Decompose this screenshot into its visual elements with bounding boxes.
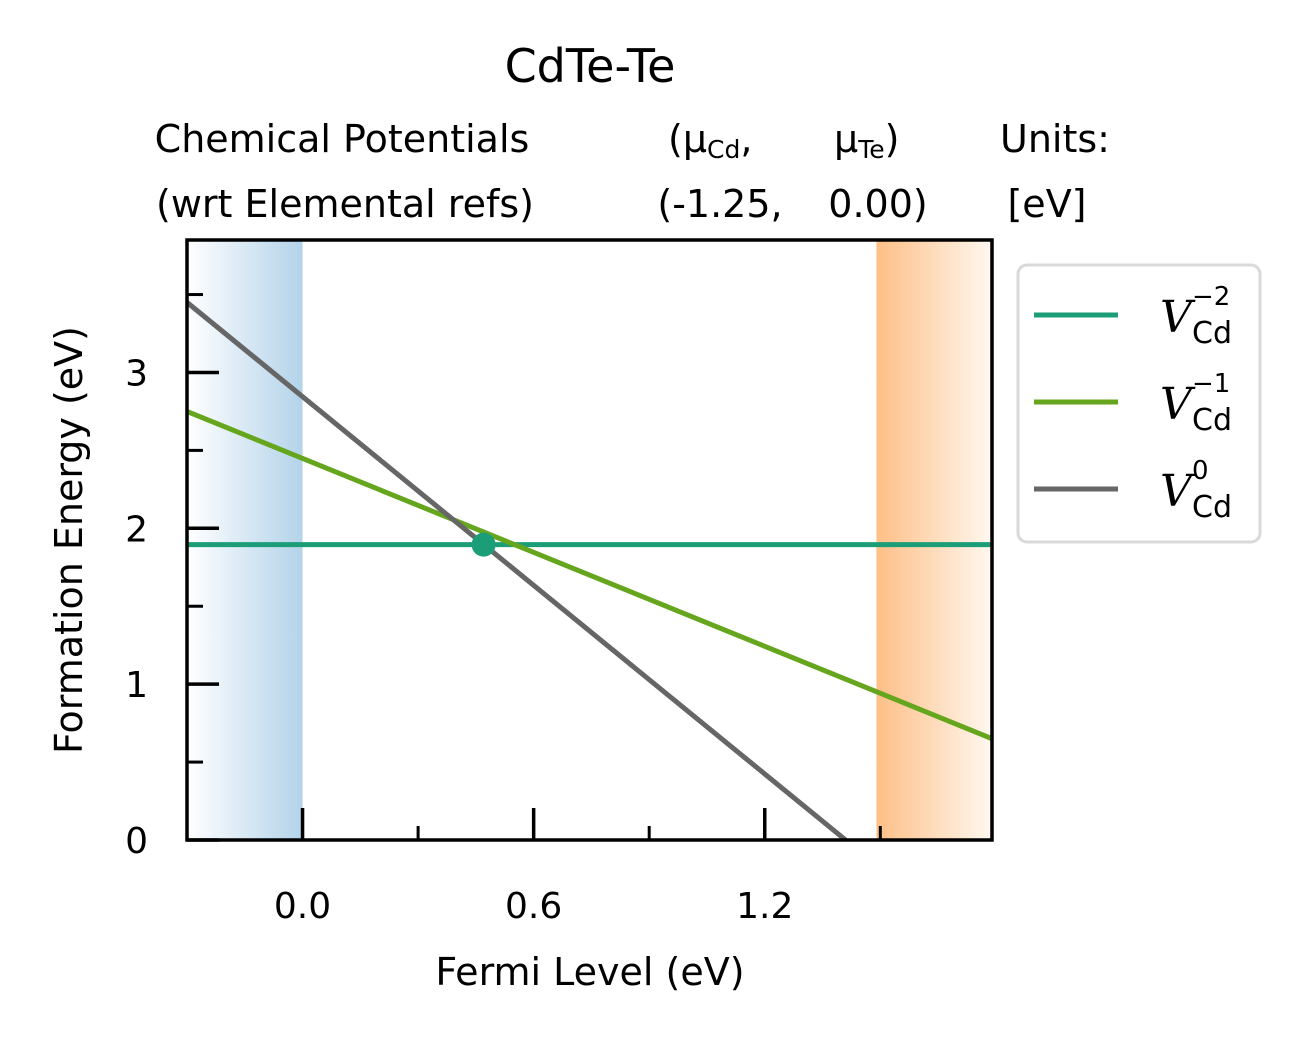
legend-label: V (1160, 379, 1196, 430)
plot-frame (185, 238, 994, 842)
conduction-band-region (876, 240, 992, 840)
legend-site: Cd (1192, 403, 1232, 438)
legend-charge: 0 (1192, 456, 1209, 486)
x-tick-label: 0.0 (274, 886, 331, 927)
legend-box (1016, 263, 1262, 544)
legend-item-1: V −1 Cd (1034, 369, 1232, 438)
legend-label: V (1160, 466, 1196, 517)
y-tick-label: 3 (125, 353, 148, 394)
subtitle-units-line2: [eV] (1007, 182, 1086, 226)
data-points (471, 532, 496, 557)
subtitle-value-cd: (-1.25, (657, 182, 782, 226)
x-tick-label: 1.2 (736, 886, 793, 927)
subtitle-mu-cd: (μCd, (668, 117, 752, 164)
x-axis-label: Fermi Level (eV) (435, 950, 744, 994)
legend-site: Cd (1192, 316, 1232, 351)
subtitle-chempot-line1: Chemical Potentials (155, 117, 530, 161)
chart-title: CdTe-Te (505, 39, 676, 93)
subtitle-units-line1: Units: (1000, 117, 1110, 161)
legend-label: V (1160, 292, 1196, 343)
series-line-2 (187, 300, 848, 840)
legend-item-2: V 0 Cd (1034, 456, 1232, 525)
y-tick-label: 1 (125, 665, 148, 706)
legend-charge: −1 (1192, 369, 1230, 399)
subtitle-chempot-line2: (wrt Elemental refs) (156, 182, 534, 226)
tick-labels: 0.0 0.6 1.2 0 1 2 3 (125, 353, 793, 927)
series-lines (187, 300, 992, 840)
data-point-0 (471, 532, 496, 557)
y-tick-label: 0 (125, 821, 148, 862)
legend-site: Cd (1192, 490, 1232, 525)
subtitle-value-te: 0.00) (828, 182, 927, 226)
legend-item-0: V −2 Cd (1034, 282, 1232, 351)
y-tick-label: 2 (125, 509, 148, 550)
valence-band-region (187, 240, 303, 840)
subtitle-mu-te: μTe) (834, 117, 899, 164)
y-axis-label: Formation Energy (eV) (47, 326, 91, 754)
axis-ticks (187, 293, 882, 842)
x-tick-label: 0.6 (505, 886, 562, 927)
band-regions (187, 240, 992, 840)
legend-charge: −2 (1192, 282, 1230, 312)
series-line-1 (187, 409, 992, 742)
